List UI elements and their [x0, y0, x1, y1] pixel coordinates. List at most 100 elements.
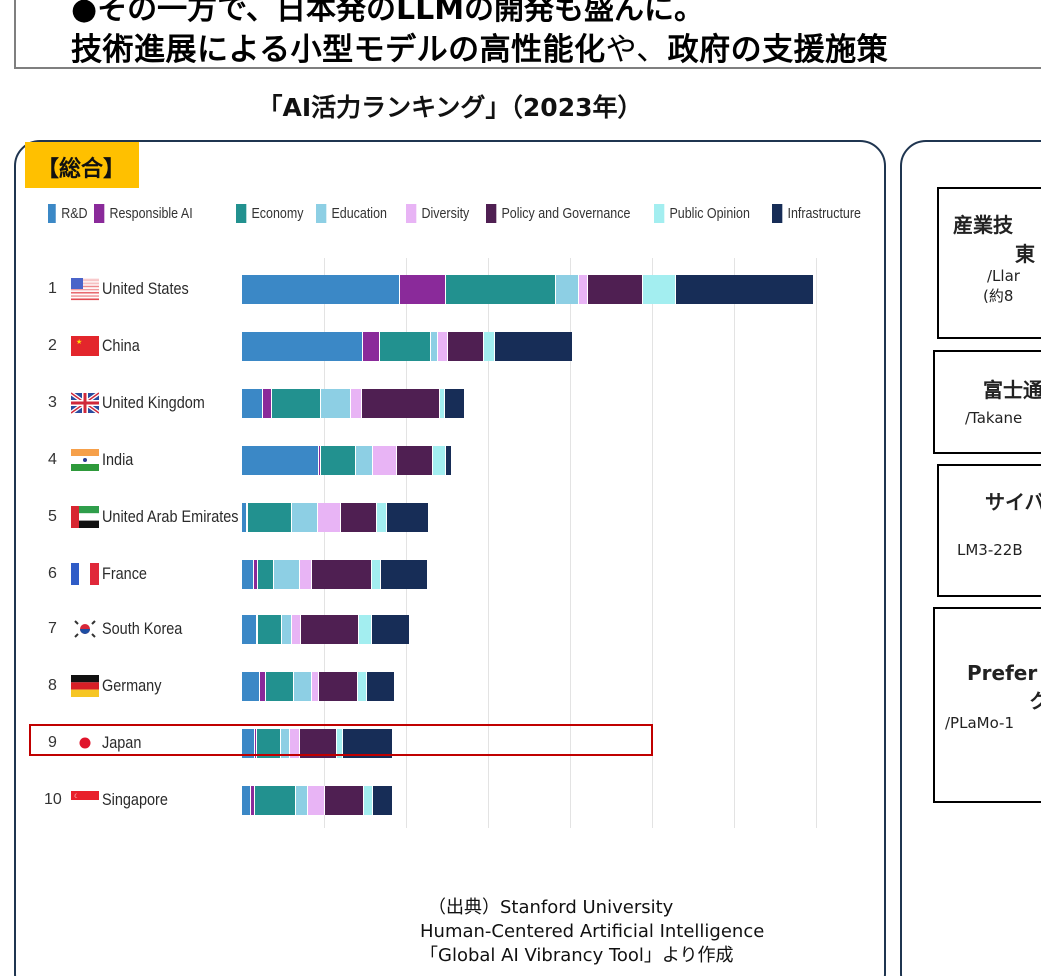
legend-label: Education	[331, 205, 387, 222]
model-name: /PLaMo-1	[945, 714, 1015, 732]
bar-segment	[380, 560, 428, 589]
model-org-line1: Prefer	[967, 661, 1038, 685]
bar-segment	[282, 615, 293, 644]
bar-segment	[300, 560, 313, 589]
bar-segment	[387, 503, 429, 532]
bar-segment	[281, 729, 291, 758]
flag-icon	[71, 672, 99, 700]
bar-segment	[293, 672, 312, 701]
bar-segment	[324, 786, 365, 815]
bar-segment	[351, 389, 362, 418]
stacked-bar	[242, 786, 393, 815]
bar-segment	[433, 446, 447, 475]
bar-segment	[372, 560, 381, 589]
bar-segment	[242, 560, 255, 589]
rank-number: 10	[44, 791, 62, 808]
chart-title: 「AI活力ランキング」（2023年）	[257, 93, 643, 122]
legend-item: Policy and Governance	[486, 204, 630, 223]
legend-label: R&D	[61, 205, 88, 222]
stacked-bar	[242, 275, 814, 304]
gridline	[324, 258, 325, 828]
gridline	[570, 258, 571, 828]
rank-number: 9	[48, 734, 57, 751]
model-org: サイバ	[985, 490, 1041, 514]
stacked-bar	[242, 729, 392, 758]
legend-swatch-icon	[94, 204, 105, 223]
bar-segment	[301, 615, 359, 644]
country-name: United Kingdom	[102, 393, 205, 412]
legend-swatch-icon	[772, 204, 783, 223]
legend-label: Economy	[251, 205, 304, 222]
flag-icon	[71, 503, 99, 531]
stacked-bar	[242, 389, 465, 418]
model-org-line2: 東	[1015, 242, 1035, 266]
flag-icon	[69, 389, 101, 417]
bar-segment	[494, 332, 572, 361]
bar-segment	[373, 446, 397, 475]
country-name: Germany	[102, 676, 162, 695]
bar-segment	[358, 615, 372, 644]
bar-segment	[320, 446, 356, 475]
ranking-row: 5 United Arab Emirates	[0, 497, 900, 537]
bar-segment	[263, 389, 273, 418]
rank-number: 2	[48, 337, 57, 354]
legend-label: Public Opinion	[669, 205, 750, 222]
headline-line2: 技術進展による小型モデルの高性能化や、政府の支援施策	[71, 24, 888, 68]
gridline	[816, 258, 817, 828]
bar-segment	[292, 615, 302, 644]
stacked-bar	[242, 446, 452, 475]
bar-segment	[371, 615, 410, 644]
bar-segment	[290, 729, 301, 758]
legend-label: Infrastructure	[787, 205, 861, 222]
rank-number: 3	[48, 394, 57, 411]
bar-segment	[342, 729, 392, 758]
country-name: Singapore	[102, 790, 168, 809]
bar-segment	[318, 503, 341, 532]
bar-segment	[254, 560, 258, 589]
ranking-row: 6 France	[0, 554, 900, 594]
legend-label: Policy and Governance	[501, 205, 631, 222]
bar-segment	[361, 389, 440, 418]
gridline	[652, 258, 653, 828]
ranking-row: 7 South Korea	[0, 609, 900, 649]
country-name: Japan	[102, 733, 142, 752]
svg-text:★: ★	[76, 338, 82, 346]
model-org: 富士通	[983, 378, 1041, 402]
bar-segment	[242, 332, 364, 361]
gridline	[734, 258, 735, 828]
legend-item: Responsible AI	[94, 204, 216, 223]
source-note: （出典）Stanford University Human-Centered A…	[420, 896, 764, 968]
legend-swatch-icon	[406, 204, 417, 223]
gridline	[488, 258, 489, 828]
bar-segment	[447, 332, 484, 361]
bar-segment	[446, 275, 557, 304]
headline-bold-text: 技術進展による小型モデルの高性能化	[71, 32, 606, 68]
rank-number: 7	[48, 620, 57, 637]
source-line1: （出典）Stanford University	[428, 897, 674, 918]
legend-label: Responsible AI	[109, 205, 193, 222]
bar-segment	[242, 446, 320, 475]
bar-segment	[242, 729, 256, 758]
ranking-row: 3 United Kingdom	[0, 383, 900, 423]
bar-segment	[242, 615, 257, 644]
bar-segment	[242, 672, 261, 701]
legend-item: R&D	[48, 204, 88, 223]
legend-item: Diversity	[406, 204, 475, 223]
country-name: India	[102, 450, 134, 469]
bar-segment	[255, 729, 257, 758]
model-name-line2: LM3-22B	[957, 541, 1023, 559]
bar-segment	[272, 389, 321, 418]
model-name: /Takane	[965, 409, 1023, 427]
bar-segment	[340, 503, 378, 532]
bar-segment	[556, 275, 579, 304]
ranking-row: 9 Japan	[0, 723, 900, 763]
country-name: France	[102, 564, 147, 583]
bar-segment	[319, 446, 321, 475]
bar-segment	[265, 672, 294, 701]
flag-icon	[71, 560, 99, 588]
bar-segment	[588, 275, 643, 304]
model-box-aist: 産業技 東 /Llar (約8	[937, 187, 1041, 339]
bar-segment	[642, 275, 676, 304]
legend-swatch-icon	[316, 204, 327, 223]
stacked-bar	[242, 615, 410, 644]
